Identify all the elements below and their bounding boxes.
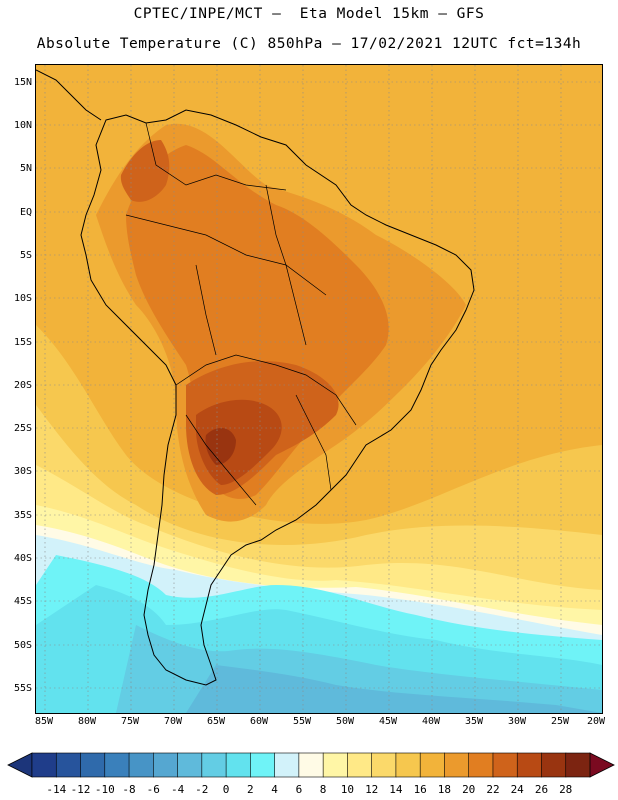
colorbar-tick-label: 4 <box>271 783 278 796</box>
lat-label: 5S <box>19 250 32 261</box>
map-title-line2: Absolute Temperature (C) 850hPa – 17/02/… <box>36 36 582 52</box>
lon-label: 25W <box>550 716 570 727</box>
field-warm-northwest <box>120 140 170 202</box>
colorbar-tick-label: 20 <box>462 783 476 796</box>
colorbar-tick-label: 0 <box>222 783 230 796</box>
colorbar-tick-label: 14 <box>389 783 403 796</box>
colorbar-low-arrow <box>7 752 33 778</box>
colorbar-tick-label: -12 <box>70 783 91 796</box>
colorbar-cell <box>468 752 494 778</box>
lon-label: 55W <box>292 716 312 727</box>
colorbar-cell <box>444 752 470 778</box>
colorbar-cell <box>347 752 373 778</box>
colorbar-cell <box>541 752 567 778</box>
lat-label: 5N <box>19 163 32 174</box>
colorbar-tick-label: -10 <box>94 783 115 796</box>
colorbar-tick-label: 22 <box>486 783 500 796</box>
colorbar-cell <box>274 752 300 778</box>
lat-label: 25S <box>13 423 32 434</box>
colorbar-tick-label: -14 <box>46 783 67 796</box>
lon-label: 60W <box>249 716 269 727</box>
lat-label: EQ <box>19 207 32 218</box>
colorbar-tick-label: 8 <box>319 783 327 796</box>
lon-label: 35W <box>464 716 484 727</box>
colorbar-tick-label: 10 <box>340 783 355 796</box>
colorbar-tick-label: -2 <box>195 783 209 796</box>
lon-label: 65W <box>206 716 226 727</box>
lat-label: 10N <box>13 120 32 131</box>
field-m2c <box>186 665 602 713</box>
colorbar-cell <box>31 752 57 778</box>
colorbar-tick-label: -4 <box>170 783 185 796</box>
colorbar-cell <box>177 752 203 778</box>
temperature-map <box>35 64 603 714</box>
temperature-colorbar <box>7 752 615 778</box>
lon-label: 20W <box>586 716 606 727</box>
lon-label: 50W <box>335 716 355 727</box>
lat-label: 45S <box>13 596 32 607</box>
colorbar-cell <box>565 752 591 778</box>
colorbar-tick-label: 18 <box>437 783 452 796</box>
lat-label: 55S <box>13 683 32 694</box>
map-title-line1: CPTEC/INPE/MCT – Eta Model 15km – GFS <box>133 6 485 22</box>
colorbar-high-arrow <box>589 752 615 778</box>
colorbar-cell <box>492 752 518 778</box>
colorbar-cell <box>225 752 251 778</box>
colorbar-cell <box>201 752 227 778</box>
colorbar-tick-label: 24 <box>510 783 524 796</box>
colorbar-cell <box>250 752 276 778</box>
colorbar-cell <box>153 752 179 778</box>
colorbar-cell <box>104 752 130 778</box>
central-america-coastline <box>36 69 102 121</box>
lon-label: 30W <box>507 716 527 727</box>
colorbar-tick-label: 2 <box>246 783 254 796</box>
lat-label: 10S <box>13 293 32 304</box>
colorbar-cell <box>371 752 397 778</box>
lon-label: 70W <box>163 716 183 727</box>
lon-label: 40W <box>421 716 441 727</box>
colorbar-cell <box>395 752 421 778</box>
colorbar-cell <box>80 752 106 778</box>
lat-label: 40S <box>13 553 32 564</box>
field-26c-hot <box>205 428 236 465</box>
lat-label: 30S <box>13 466 32 477</box>
colorbar-tick-label: 6 <box>295 783 303 796</box>
lat-label: 35S <box>13 510 32 521</box>
south-america-coastline <box>80 109 475 686</box>
colorbar-tick-label: -6 <box>146 783 160 796</box>
colorbar-cell <box>322 752 348 778</box>
colorbar-tick-label: 28 <box>559 783 573 796</box>
colorbar-cell <box>419 752 446 778</box>
colorbar-tick-label: 12 <box>365 783 379 796</box>
lon-label: 80W <box>77 716 97 727</box>
lat-label: 15S <box>13 337 32 348</box>
colorbar-cell <box>298 752 324 778</box>
lon-label: 45W <box>378 716 398 727</box>
graticule <box>36 65 602 713</box>
lon-label: 75W <box>120 716 140 727</box>
country-borders <box>125 122 357 506</box>
lon-label: 85W <box>34 716 54 727</box>
lat-label: 20S <box>13 380 32 391</box>
colorbar-tick-label: 16 <box>413 783 427 796</box>
colorbar-cell <box>516 752 543 778</box>
lat-label: 50S <box>13 640 32 651</box>
colorbar-tick-label: 26 <box>534 783 549 796</box>
lat-label: 15N <box>13 77 32 88</box>
colorbar-tick-label: -8 <box>122 783 136 796</box>
colorbar-cell <box>128 752 154 778</box>
colorbar-cell <box>55 752 82 778</box>
